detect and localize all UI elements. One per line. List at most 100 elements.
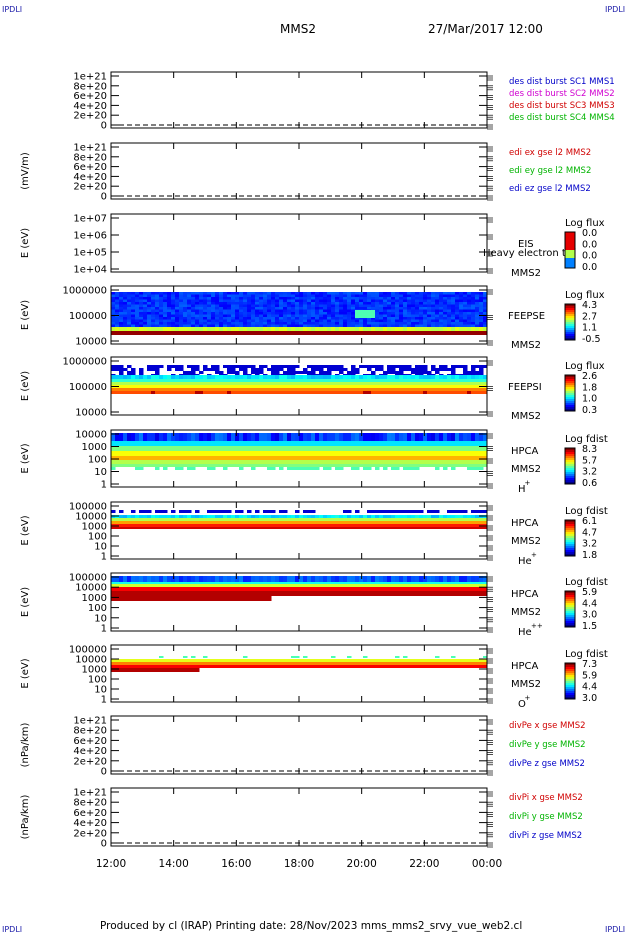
- heatmap-cell: [199, 385, 204, 388]
- heatmap-cell: [223, 304, 228, 307]
- heatmap-cell: [295, 587, 300, 591]
- heatmap-cell: [207, 314, 212, 317]
- heatmap-cell: [163, 304, 168, 307]
- heatmap-cell: [475, 312, 480, 315]
- heatmap-cell: [383, 324, 388, 327]
- heatmap-cell: [239, 297, 244, 300]
- heatmap-cell: [351, 391, 356, 394]
- heatmap-cell: [315, 365, 320, 368]
- heatmap-cell: [199, 527, 204, 529]
- heatmap-cell: [359, 388, 364, 391]
- heatmap-cell: [271, 322, 276, 325]
- heatmap-cell: [179, 467, 184, 470]
- heatmap-cell: [195, 521, 200, 524]
- heatmap-cell: [155, 368, 160, 371]
- heatmap-cell: [399, 331, 404, 335]
- heatmap-cell: [227, 596, 232, 601]
- y-tick-label: 10000: [75, 655, 107, 666]
- heatmap-cell: [423, 371, 428, 374]
- heatmap-cell: [395, 451, 400, 456]
- heatmap-cell: [315, 299, 320, 302]
- heatmap-cell: [343, 375, 348, 379]
- heatmap-cell: [299, 659, 304, 662]
- heatmap-cell: [355, 324, 360, 327]
- heatmap-cell: [287, 521, 292, 524]
- heatmap-cell: [443, 464, 448, 467]
- heatmap-cell: [455, 317, 460, 320]
- heatmap-cell: [191, 309, 196, 312]
- colorbar-cell: [565, 474, 575, 477]
- heatmap-cell: [435, 441, 440, 446]
- heatmap-cell: [299, 371, 304, 374]
- heatmap-cell: [323, 584, 328, 587]
- heatmap-cell: [359, 659, 364, 662]
- heatmap-cell: [191, 375, 196, 379]
- heatmap-cell: [467, 451, 472, 456]
- heatmap-cell: [155, 379, 160, 382]
- heatmap-cell: [435, 527, 440, 529]
- heatmap-cell: [307, 314, 312, 317]
- heatmap-cell: [479, 456, 484, 460]
- heatmap-cell: [243, 302, 248, 305]
- heatmap-cell: [191, 297, 196, 300]
- heatmap-cell: [363, 292, 368, 295]
- heatmap-cell: [427, 304, 432, 307]
- heatmap-cell: [323, 527, 328, 529]
- heatmap-cell: [347, 304, 352, 307]
- heatmap-cell: [351, 371, 356, 374]
- heatmap-cell: [407, 368, 412, 371]
- heatmap-cell: [263, 327, 268, 331]
- heatmap-cell: [175, 451, 180, 456]
- heatmap-cell: [151, 515, 156, 518]
- heatmap-cell: [367, 441, 372, 446]
- heatmap-cell: [179, 292, 184, 295]
- heatmap-cell: [347, 382, 352, 385]
- heatmap-cell: [275, 314, 280, 317]
- heatmap-cell: [147, 596, 152, 601]
- heatmap-cell: [123, 591, 128, 596]
- heatmap-cell: [371, 294, 376, 297]
- heatmap-cell: [223, 460, 228, 464]
- heatmap-cell: [207, 388, 212, 391]
- heatmap-cell: [355, 464, 360, 467]
- heatmap-cell: [419, 527, 424, 529]
- heatmap-cell: [435, 451, 440, 456]
- heatmap-cell: [383, 388, 388, 391]
- heatmap-cell: [251, 307, 256, 310]
- heatmap-cell: [179, 659, 184, 662]
- heatmap-cell: [187, 388, 192, 391]
- heatmap-cell: [295, 441, 300, 446]
- heatmap-cell: [415, 665, 420, 668]
- heatmap-cell: [443, 460, 448, 464]
- heatmap-cell: [427, 391, 432, 394]
- heatmap-cell: [271, 324, 276, 327]
- heatmap-cell: [271, 665, 276, 668]
- heatmap-cell: [399, 314, 404, 317]
- heatmap-cell: [435, 662, 440, 665]
- heatmap-cell: [391, 331, 396, 335]
- heatmap-cell: [131, 659, 136, 662]
- heatmap-cell: [179, 299, 184, 302]
- heatmap-cell: [267, 307, 272, 310]
- heatmap-cell: [439, 309, 444, 312]
- heatmap-cell: [471, 524, 476, 527]
- heatmap-cell: [215, 368, 220, 371]
- heatmap-cell: [367, 456, 372, 460]
- heatmap-cell: [263, 460, 268, 464]
- heatmap-cell: [399, 433, 404, 441]
- heatmap-cell: [211, 596, 216, 601]
- heatmap-cell: [223, 375, 228, 379]
- heatmap-cell: [307, 379, 312, 382]
- heatmap-cell: [387, 327, 392, 331]
- heatmap-cell: [439, 292, 444, 295]
- heatmap-cell: [375, 309, 380, 312]
- heatmap-cell: [311, 467, 316, 470]
- heatmap-cell: [423, 294, 428, 297]
- heatmap-cell: [199, 665, 204, 668]
- heatmap-cell: [459, 591, 464, 596]
- heatmap-cell: [343, 524, 348, 527]
- heatmap-cell: [391, 317, 396, 320]
- heatmap-cell: [451, 385, 456, 388]
- heatmap-cell: [359, 331, 364, 335]
- heatmap-cell: [271, 456, 276, 460]
